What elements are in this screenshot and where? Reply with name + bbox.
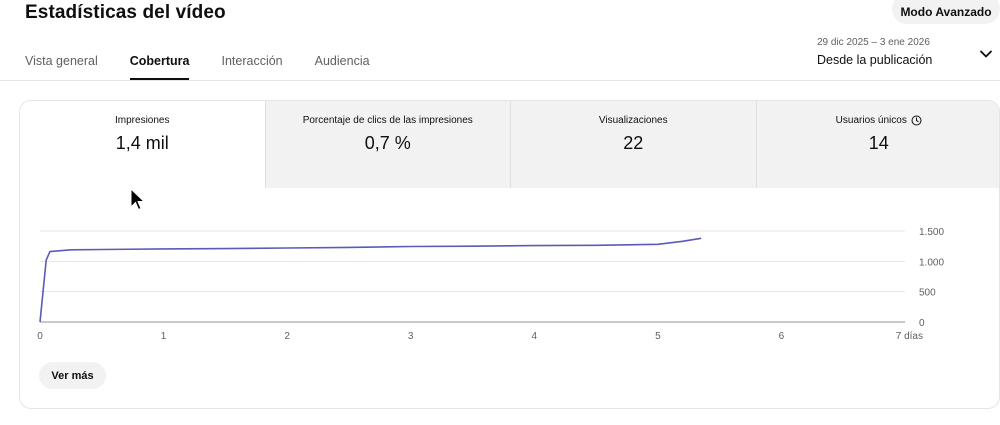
x-tick-label: 5: [655, 331, 661, 342]
metric-label: Impresiones: [115, 115, 170, 126]
y-tick-label: 500: [919, 288, 936, 299]
metric-value: 0,7 %: [364, 133, 411, 153]
metric-value: 22: [623, 133, 644, 153]
page-title: Estadísticas del vídeo: [25, 2, 226, 23]
x-tick-label: 3: [408, 331, 414, 342]
metric-value: 1,4 mil: [115, 133, 169, 153]
see-more-button[interactable]: Ver más: [39, 362, 106, 389]
tab-vista-general[interactable]: Vista general: [25, 54, 98, 68]
tab-bar: Vista general Cobertura Interacción Audi…: [25, 54, 402, 80]
metric-ctr[interactable]: Porcentaje de clics de las impresiones 0…: [264, 101, 510, 188]
tab-interaccion[interactable]: Interacción: [221, 54, 283, 68]
metric-usuarios-unicos[interactable]: Usuarios únicos 14: [755, 101, 999, 188]
header-divider: [0, 80, 1000, 81]
y-tick-label: 0: [919, 318, 925, 329]
metric-tabs: Impresiones 1,4 mil Porcentaje de clics …: [20, 101, 999, 188]
mouse-cursor-icon: [130, 188, 146, 211]
metric-label: Visualizaciones: [598, 115, 668, 126]
metric-visualizaciones[interactable]: Visualizaciones 22: [510, 101, 756, 188]
impressions-line-chart: 0 500 1.000 1.500 0 1 2 3 4 5 6 7 días: [37, 227, 944, 342]
metric-impresiones[interactable]: Impresiones 1,4 mil: [20, 101, 265, 188]
x-tick-label: 2: [284, 331, 290, 342]
x-tick-label: 6: [779, 331, 785, 342]
advanced-mode-button[interactable]: Modo Avanzado: [892, 0, 1000, 24]
date-range-selector[interactable]: 29 dic 2025 – 3 ene 2026 Desde la public…: [817, 37, 932, 67]
date-range-label: Desde la publicación: [817, 53, 933, 67]
metrics-card: Impresiones 1,4 mil Porcentaje de clics …: [19, 100, 1000, 409]
x-tick-label: 1: [161, 331, 167, 342]
metric-value: 14: [868, 133, 889, 153]
date-range-dates: 29 dic 2025 – 3 ene 2026: [817, 37, 930, 48]
metric-label: Usuarios únicos: [835, 115, 907, 126]
x-tick-label: 7 días: [896, 331, 923, 342]
metric-label-row: Usuarios únicos: [836, 115, 922, 126]
clock-icon: [911, 115, 922, 126]
series-line: [39, 237, 702, 323]
chevron-down-icon[interactable]: [978, 46, 994, 62]
y-tick-label: 1.500: [919, 227, 944, 238]
tab-audiencia[interactable]: Audiencia: [314, 54, 370, 68]
tab-cobertura[interactable]: Cobertura: [129, 54, 189, 80]
x-tick-label: 4: [532, 331, 538, 342]
y-tick-label: 1.000: [919, 257, 944, 268]
x-tick-label: 0: [37, 331, 43, 342]
metric-label: Porcentaje de clics de las impresiones: [302, 115, 473, 126]
